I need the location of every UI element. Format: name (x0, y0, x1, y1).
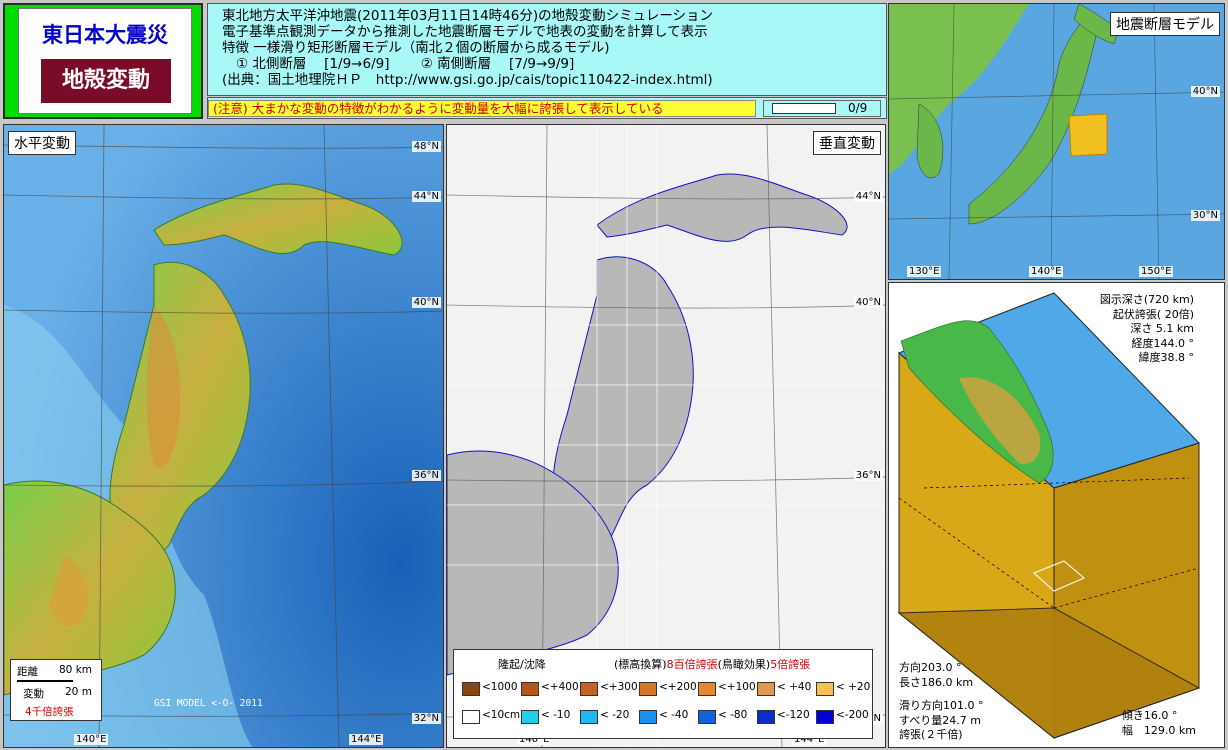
fault-model-panel-label: 地震断層モデル (1110, 12, 1220, 36)
horizontal-map (4, 125, 443, 747)
lat-label-44: 44°N (411, 191, 441, 202)
fault-model-map (889, 4, 1224, 279)
distance-value: 80 km (59, 664, 93, 676)
lon-label-140: 140°E (74, 734, 109, 745)
scale-legend: 距離 80 km 変動 20 m 4千倍誇張 (10, 659, 102, 721)
legend-swatch (816, 710, 834, 724)
exaggeration-label: 4千倍誇張 (25, 706, 74, 718)
legend-swatch-label: <+400 (541, 681, 579, 693)
legend-swatch (521, 710, 539, 724)
legend-swatch-label: < +40 (777, 681, 812, 693)
legend-swatch (639, 710, 657, 724)
model-lat-label-30: 30°N (1190, 210, 1220, 221)
info-line: 幅 129.0 km (1121, 723, 1196, 737)
legend-swatch (521, 682, 539, 696)
lat-label-44: 44°N (853, 191, 883, 202)
crustal-deformation-title: 地殻変動 (41, 59, 171, 103)
vertical-displacement-panel: 垂直変動 44°N 40°N 36°N 32°N 140°E 144°E 隆起/… (446, 124, 886, 748)
legend-swatch-label: < -80 (718, 709, 748, 721)
model-lon-label-140: 140°E (1029, 266, 1064, 277)
legend-swatch (462, 682, 480, 696)
legend-swatch (757, 710, 775, 724)
horizontal-displacement-panel: 水平変動 48°N 44°N 40°N 36°N 32°N 140°E 144°… (3, 124, 444, 748)
model-watermark: GSI MODEL <-O- 2011 (154, 698, 263, 709)
legend-swatch-label: <-120 (777, 709, 810, 721)
legend-swatch-label: <10cm (482, 709, 521, 721)
main-title: 東日本大震災 (42, 23, 168, 47)
legend-swatch-label: < -20 (600, 709, 630, 721)
info-line-4: ① 北側断層 [1/9→6/9] ② 南側断層 [7/9→9/9] (236, 56, 575, 72)
displacement-label: 変動 (23, 688, 44, 700)
legend-swatch (698, 710, 716, 724)
legend-swatch-label: <+100 (718, 681, 756, 693)
progress-track (772, 103, 836, 114)
legend-swatch (580, 710, 598, 724)
progress-label: 0/9 (848, 101, 868, 115)
info-line-3: 特徴 一様滑り矩形断層モデル（南北２個の断層から成るモデル) (222, 40, 610, 56)
horizontal-panel-label: 水平変動 (8, 131, 76, 155)
model-lon-label-130: 130°E (907, 266, 942, 277)
info-line: 経度144.0 ° (1131, 336, 1195, 350)
depth-info-block: 図示深さ(720 km) 起伏誇張( 20倍) 深さ 5.1 km 経度144.0 °… (1100, 293, 1194, 366)
vertical-panel-label: 垂直変動 (813, 131, 881, 155)
dip-width-info: 傾き16.0 ° 幅 129.0 km (1122, 709, 1196, 738)
info-line: 長さ186.0 km (899, 675, 974, 689)
legend-swatch-label: <-200 (836, 709, 869, 721)
legend-swatch-label: < -40 (659, 709, 689, 721)
lat-label-40: 40°N (411, 297, 441, 308)
title-inner-panel: 東日本大震災 地殻変動 (18, 8, 192, 114)
info-line-2: 電子基準点観測データから推測した地震断層モデルで地表の変動を計算して表示 (222, 24, 708, 40)
fault-3d-view (897, 292, 1201, 740)
info-line: 図示深さ(720 km) (1099, 293, 1194, 306)
lat-label-36: 36°N (411, 470, 441, 481)
info-line-5: (出典：国土地理院ＨＰ http://www.gsi.go.jp/cais/to… (222, 72, 713, 88)
lat-label-36: 36°N (853, 470, 883, 481)
legend-swatch (580, 682, 598, 696)
title-block: 東日本大震災 地殻変動 (3, 3, 203, 119)
lon-label-140: 140°E (517, 734, 552, 745)
strike-length-info: 方向203.0 ° 長さ186.0 km (899, 661, 973, 690)
lat-label-48: 48°N (411, 141, 441, 152)
legend-note: (標高換算)8百倍誇張(鳥瞰効果)5倍誇張 (614, 658, 811, 671)
fault-3d-panel: 図示深さ(720 km) 起伏誇張( 20倍) 深さ 5.1 km 経度144.0 °… (888, 282, 1225, 748)
legend-swatch-label: <+200 (659, 681, 697, 693)
model-lon-label-150: 150°E (1139, 266, 1174, 277)
info-line-1: 東北地方太平洋沖地震(2011年03月11日14時46分)の地殻変動シミュレーシ… (222, 8, 714, 24)
legend-swatch-label: < +20 (836, 681, 871, 693)
slip-info: 滑り方向101.0 ° すべり量24.7 m 誇張(２千倍) (899, 699, 984, 743)
distance-label: 距離 (17, 666, 38, 678)
notice-bar: (注意) 大まかな変動の特徴がわかるように変動量を大幅に誇張して表示している 0… (207, 97, 887, 119)
lat-label-32: 32°N (411, 713, 441, 724)
info-line: 緯度38.8 ° (1138, 351, 1195, 364)
legend-title: 隆起/沈降 (498, 658, 546, 671)
info-line: すべり量24.7 m (899, 713, 981, 727)
legend-swatch (816, 682, 834, 696)
legend-swatch (639, 682, 657, 696)
info-line: 滑り方向101.0 ° (899, 699, 984, 712)
uplift-subsidence-legend: 隆起/沈降 (標高換算)8百倍誇張(鳥瞰効果)5倍誇張 <1000 <+400 <+… (453, 649, 873, 739)
info-line: 起伏誇張( 20倍) (1112, 307, 1194, 321)
info-line: 深さ 5.1 km (1130, 322, 1194, 335)
legend-swatch (698, 682, 716, 696)
vertical-map (447, 125, 885, 747)
legend-swatch-label: <1000 (482, 681, 518, 693)
lat-label-40: 40°N (853, 297, 883, 308)
legend-swatch (462, 710, 480, 724)
fault-model-panel: 地震断層モデル 40°N 30°N 130°E 140°E 150°E (888, 3, 1225, 280)
displacement-value: 20 m (65, 686, 92, 698)
legend-swatch-label: < -10 (541, 709, 571, 721)
lon-label-144: 144°E (349, 734, 384, 745)
info-line: 誇張(２千倍) (899, 728, 963, 741)
notice-text: (注意) 大まかな変動の特徴がわかるように変動量を大幅に誇張して表示している (208, 100, 756, 117)
info-block: 東北地方太平洋沖地震(2011年03月11日14時46分)の地殻変動シミュレーシ… (207, 3, 887, 96)
info-line: 方向203.0 ° (899, 661, 962, 674)
lon-label-144: 144°E (792, 734, 827, 745)
legend-swatch (757, 682, 775, 696)
model-lat-label-40: 40°N (1190, 86, 1220, 97)
info-line: 傾き16.0 ° (1121, 709, 1178, 722)
legend-swatch-label: <+300 (600, 681, 638, 693)
progress-indicator: 0/9 (763, 100, 881, 117)
distance-scale-bar (17, 680, 73, 682)
